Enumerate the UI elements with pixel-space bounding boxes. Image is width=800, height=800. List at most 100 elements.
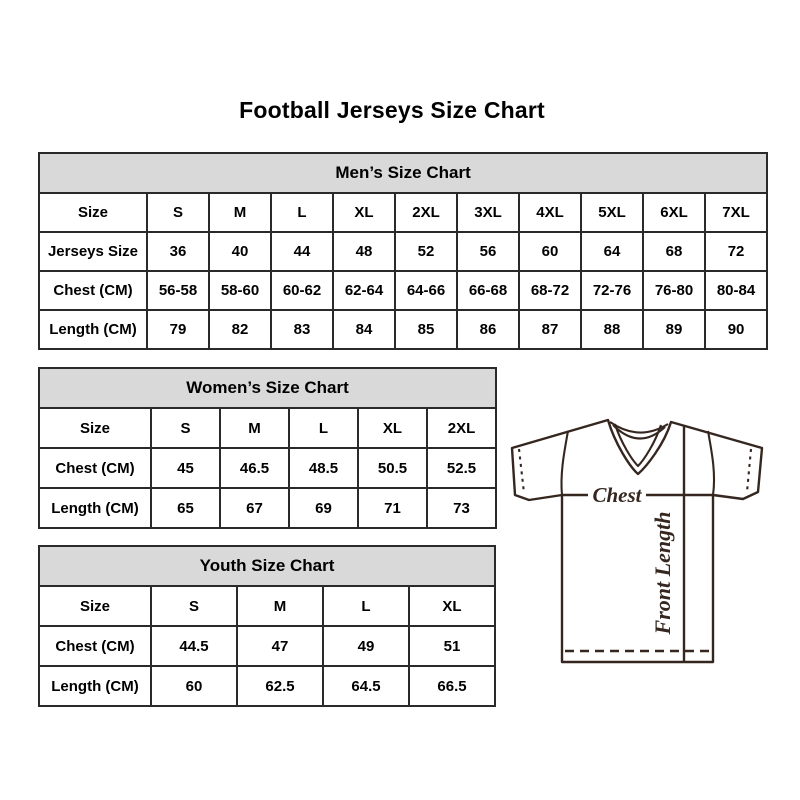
size-value-cell: 6XL [642,192,706,233]
size-value-cell: S [150,407,221,449]
jersey-outline [510,418,764,664]
jersey-measurement-diagram: Chest Front Length [505,398,767,668]
size-value-cell: 73 [425,487,498,529]
size-value-cell: 69 [288,487,359,529]
size-value-cell: 46.5 [219,447,290,489]
row-label: Chest (CM) [38,625,152,667]
size-value-cell: 86 [456,309,520,350]
chest-label: Chest [592,483,642,507]
size-value-cell: 4XL [518,192,582,233]
size-value-cell: 80-84 [703,270,769,311]
size-value-cell: 79 [146,309,210,350]
size-value-cell: M [236,585,324,627]
size-value-cell: 64 [580,231,644,272]
page-title: Football Jerseys Size Chart [239,97,545,123]
table-row: Length (CM) 60 62.5 64.5 66.5 [38,665,497,707]
table-title-row: Men’s Size Chart [37,152,769,194]
table-title: Women’s Size Chart [37,367,498,409]
size-value-cell: 5XL [580,192,644,233]
row-label: Length (CM) [38,487,152,529]
size-value-cell: 3XL [456,192,520,233]
size-value-cell: 56 [456,231,520,272]
right-cuff-dashed-line [745,448,753,493]
front-length-label: Front Length [650,512,675,636]
table-row: Length (CM) 65 67 69 71 73 [38,487,498,529]
size-value-cell: 62.5 [236,665,324,707]
size-value-cell: 2XL [394,192,458,233]
size-value-cell: 7XL [703,192,769,233]
table-row: Size S M L XL [38,585,497,627]
table-title: Youth Size Chart [37,545,497,587]
size-value-cell: XL [407,585,497,627]
row-label: Chest (CM) [38,447,152,489]
size-value-cell: 50.5 [357,447,428,489]
size-value-cell: 52 [394,231,458,272]
size-value-cell: L [322,585,410,627]
size-value-cell: XL [332,192,396,233]
size-value-cell: 60 [150,665,238,707]
size-value-cell: 58-60 [208,270,272,311]
table-row: Chest (CM) 44.5 47 49 51 [38,625,497,667]
size-value-cell: 68-72 [518,270,582,311]
size-value-cell: 60 [518,231,582,272]
size-value-cell: 47 [236,625,324,667]
size-value-cell: S [146,192,210,233]
collar-back-curve-2 [612,424,666,440]
table-row: Chest (CM) 45 46.5 48.5 50.5 52.5 [38,447,498,489]
size-value-cell: 36 [146,231,210,272]
size-value-cell: 72 [703,231,769,272]
size-value-cell: 44.5 [150,625,238,667]
size-value-cell: 51 [407,625,497,667]
size-value-cell: 62-64 [332,270,396,311]
size-value-cell: 90 [703,309,769,350]
row-label: Size [38,192,148,233]
size-value-cell: 40 [208,231,272,272]
size-value-cell: 65 [150,487,221,529]
size-value-cell: L [288,407,359,449]
size-value-cell: 66.5 [407,665,497,707]
collar-back-curve-1 [609,421,669,434]
size-value-cell: M [219,407,290,449]
size-value-cell: 64-66 [394,270,458,311]
size-value-cell: 68 [642,231,706,272]
row-label: Jerseys Size [38,231,148,272]
size-value-cell: 60-62 [270,270,334,311]
size-value-cell: 67 [219,487,290,529]
size-value-cell: 82 [208,309,272,350]
size-value-cell: 72-76 [580,270,644,311]
size-value-cell: 48.5 [288,447,359,489]
left-armhole-seam [560,430,570,496]
size-value-cell: 64.5 [322,665,410,707]
table-title-row: Youth Size Chart [37,545,497,587]
size-value-cell: 52.5 [425,447,498,489]
row-label: Size [38,407,152,449]
size-value-cell: 88 [580,309,644,350]
size-value-cell: XL [357,407,428,449]
youth-size-chart-table: Youth Size Chart Size S M L XL Chest (CM) 44.5… [37,545,497,707]
row-label: Size [38,585,152,627]
size-value-cell: S [150,585,238,627]
left-cuff-dashed-line [517,448,526,494]
table-row: Size S M L XL 2XL 3XL 4XL 5XL 6XL 7XL [38,192,769,233]
row-label: Length (CM) [38,309,148,350]
size-value-cell: L [270,192,334,233]
size-value-cell: 84 [332,309,396,350]
table-row: Chest (CM) 56-58 58-60 60-62 62-64 64-66 66-68… [38,270,769,311]
size-value-cell: 2XL [425,407,498,449]
size-value-cell: M [208,192,272,233]
row-label: Length (CM) [38,665,152,707]
size-value-cell: 71 [357,487,428,529]
size-value-cell: 76-80 [642,270,706,311]
table-row: Jerseys Size 36 40 44 48 52 56 60 64 68 72 [38,231,769,272]
size-value-cell: 48 [332,231,396,272]
row-label: Chest (CM) [38,270,148,311]
size-value-cell: 49 [322,625,410,667]
size-value-cell: 85 [394,309,458,350]
table-row: Length (CM) 79 82 83 84 85 86 87 88 89 90 [38,309,769,350]
jersey-diagram-svg: Chest Front Length [510,418,764,664]
mens-size-chart-table: Men’s Size Chart Size S M L XL 2XL 3XL 4XL 5XL 6X… [37,152,769,350]
right-armhole-seam [706,430,716,496]
size-value-cell: 83 [270,309,334,350]
size-value-cell: 87 [518,309,582,350]
collar-inner-line [613,423,662,468]
